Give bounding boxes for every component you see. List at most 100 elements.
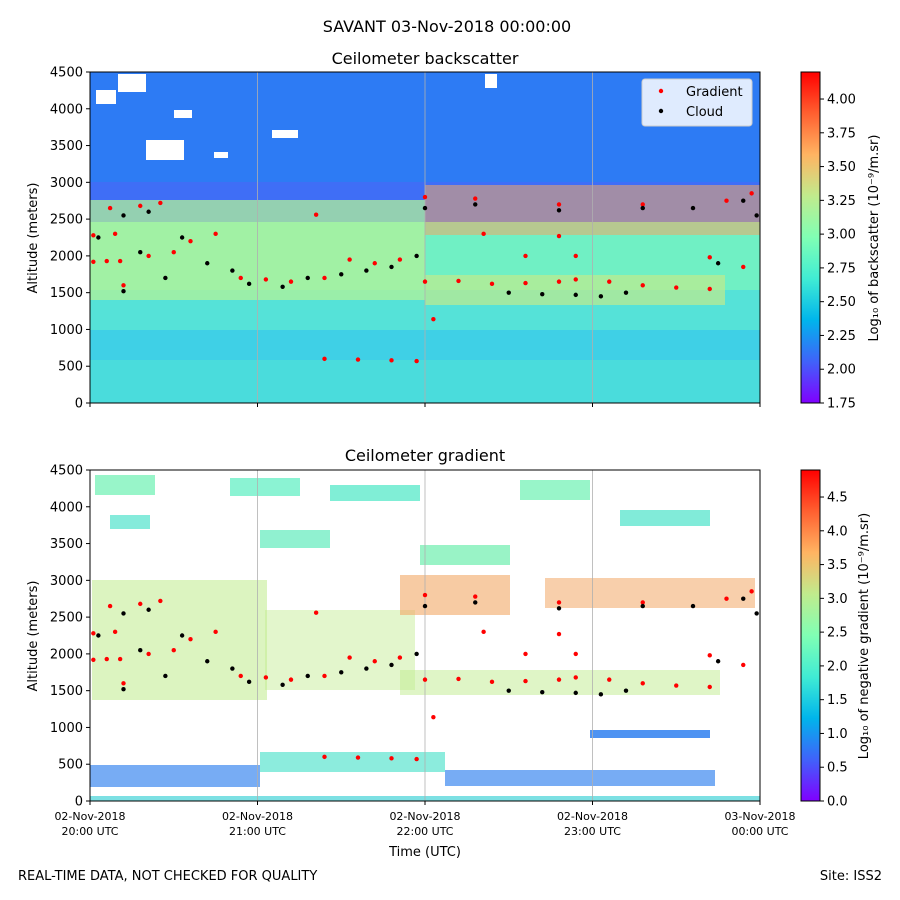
cloud-point bbox=[389, 662, 394, 668]
y-tick-label: 1500 bbox=[50, 286, 83, 301]
bottom-y-axis: 0 500 1000 1500 2000 2500 3000 3500 4000 4500 bbox=[50, 464, 90, 810]
gradient-point bbox=[158, 200, 163, 206]
cloud-point bbox=[121, 611, 126, 616]
legend-cloud-label: Cloud bbox=[686, 105, 723, 120]
cloud-point bbox=[339, 272, 344, 277]
cloud-point bbox=[96, 633, 101, 638]
colorbar-tick-label: 3.50 bbox=[827, 160, 856, 175]
gradient-point bbox=[107, 205, 113, 211]
gradient-point bbox=[389, 358, 394, 363]
cloud-point bbox=[364, 268, 369, 273]
gradient-point bbox=[724, 596, 729, 601]
cloud-point bbox=[121, 213, 126, 218]
gradient-point bbox=[121, 681, 126, 686]
cloud-point bbox=[540, 689, 545, 695]
gradient-point bbox=[422, 592, 428, 598]
cloud-point bbox=[138, 648, 143, 653]
gradient-point bbox=[91, 233, 96, 238]
bottom-colorbar-ticks: 0.0 0.5 1.0 1.5 2.0 2.5 3.0 3.5 4.0 4.5 bbox=[820, 491, 848, 810]
bottom-y-axis-label: Altitude (meters) bbox=[26, 581, 41, 692]
gradient-point bbox=[372, 659, 377, 664]
gradient-point bbox=[640, 600, 645, 605]
gradient-point bbox=[288, 677, 294, 682]
colorbar-tick-label: 2.50 bbox=[827, 295, 856, 310]
gradient-point bbox=[481, 231, 486, 237]
gradient-point bbox=[397, 655, 403, 660]
gradient-point bbox=[112, 231, 118, 237]
gradient-point bbox=[473, 196, 478, 201]
gradient-point bbox=[213, 629, 218, 635]
gradient-point bbox=[556, 631, 562, 637]
gradient-point bbox=[322, 673, 327, 679]
top-vertical-gridlines bbox=[257, 72, 593, 403]
gradient-point bbox=[707, 255, 712, 260]
gradient-point bbox=[414, 358, 419, 364]
gradient-point bbox=[573, 651, 578, 657]
y-tick-label: 4000 bbox=[50, 102, 83, 117]
top-colorbar bbox=[800, 71, 821, 404]
cloud-point bbox=[230, 666, 235, 671]
cloud-point bbox=[246, 679, 252, 685]
gradient-point bbox=[263, 675, 269, 680]
gradient-point bbox=[171, 250, 176, 255]
gradient-point bbox=[313, 610, 319, 615]
colorbar-tick-label: 2.00 bbox=[827, 363, 856, 378]
legend-gradient-marker bbox=[658, 88, 664, 94]
cloud-point bbox=[754, 611, 759, 616]
gradient-point bbox=[104, 258, 109, 264]
colorbar-tick-label: 1.75 bbox=[827, 397, 856, 412]
cloud-point bbox=[246, 281, 252, 287]
gradient-point bbox=[749, 589, 754, 594]
colorbar-tick-label: 2.75 bbox=[827, 261, 856, 276]
cloud-point bbox=[506, 688, 511, 693]
gradient-point bbox=[707, 653, 712, 658]
cloud-point bbox=[754, 213, 759, 218]
y-tick-label: 3500 bbox=[50, 537, 83, 552]
x-tick-label-time: 22:00 UTC bbox=[396, 825, 453, 838]
gradient-point bbox=[347, 655, 352, 660]
gradient-point bbox=[158, 598, 163, 604]
cloud-point bbox=[715, 261, 721, 266]
y-tick-label: 3000 bbox=[50, 574, 83, 589]
cloud-point bbox=[506, 290, 511, 295]
top-x-axis bbox=[89, 403, 761, 407]
y-tick-label: 4500 bbox=[50, 464, 83, 479]
gradient-point bbox=[674, 285, 679, 290]
gradient-point bbox=[431, 714, 436, 720]
gradient-point bbox=[573, 277, 578, 282]
colorbar-tick-label: 2.5 bbox=[827, 626, 848, 641]
cloud-point bbox=[741, 596, 746, 601]
y-tick-label: 3500 bbox=[50, 139, 83, 154]
top-y-axis-label: Altitude (meters) bbox=[26, 183, 41, 294]
x-tick-label-time: 21:00 UTC bbox=[229, 825, 286, 838]
legend: Gradient Cloud bbox=[641, 78, 753, 127]
colorbar-tick-label: 4.5 bbox=[827, 491, 848, 506]
gradient-point bbox=[112, 629, 118, 635]
cloud-point bbox=[540, 291, 545, 297]
colorbar-tick-label: 4.00 bbox=[827, 93, 856, 108]
gradient-point bbox=[523, 253, 528, 259]
colorbar-tick-label: 3.25 bbox=[827, 194, 856, 209]
gradient-point bbox=[707, 684, 712, 690]
gradient-point bbox=[121, 283, 126, 288]
gradient-point bbox=[749, 191, 754, 196]
gradient-point bbox=[372, 261, 377, 266]
cloud-point bbox=[96, 235, 101, 240]
gradient-point bbox=[473, 594, 478, 599]
top-y-axis: 0 500 1000 1500 2000 2500 3000 3500 4000 4500 bbox=[50, 66, 90, 412]
cloud-point bbox=[121, 288, 126, 294]
gradient-point bbox=[188, 238, 193, 244]
y-tick-label: 1500 bbox=[50, 684, 83, 699]
gradient-point bbox=[556, 600, 562, 605]
cloud-point bbox=[422, 603, 428, 609]
gradient-point bbox=[607, 279, 612, 284]
gradient-point bbox=[741, 264, 746, 270]
cloud-point bbox=[414, 651, 419, 657]
gradient-point bbox=[117, 258, 123, 264]
y-tick-label: 2500 bbox=[50, 611, 83, 626]
cloud-point bbox=[640, 603, 645, 609]
gradient-point bbox=[355, 755, 361, 760]
gradient-point bbox=[640, 283, 645, 288]
gradient-point bbox=[389, 756, 394, 761]
x-axis-label: Time (UTC) bbox=[388, 845, 461, 860]
